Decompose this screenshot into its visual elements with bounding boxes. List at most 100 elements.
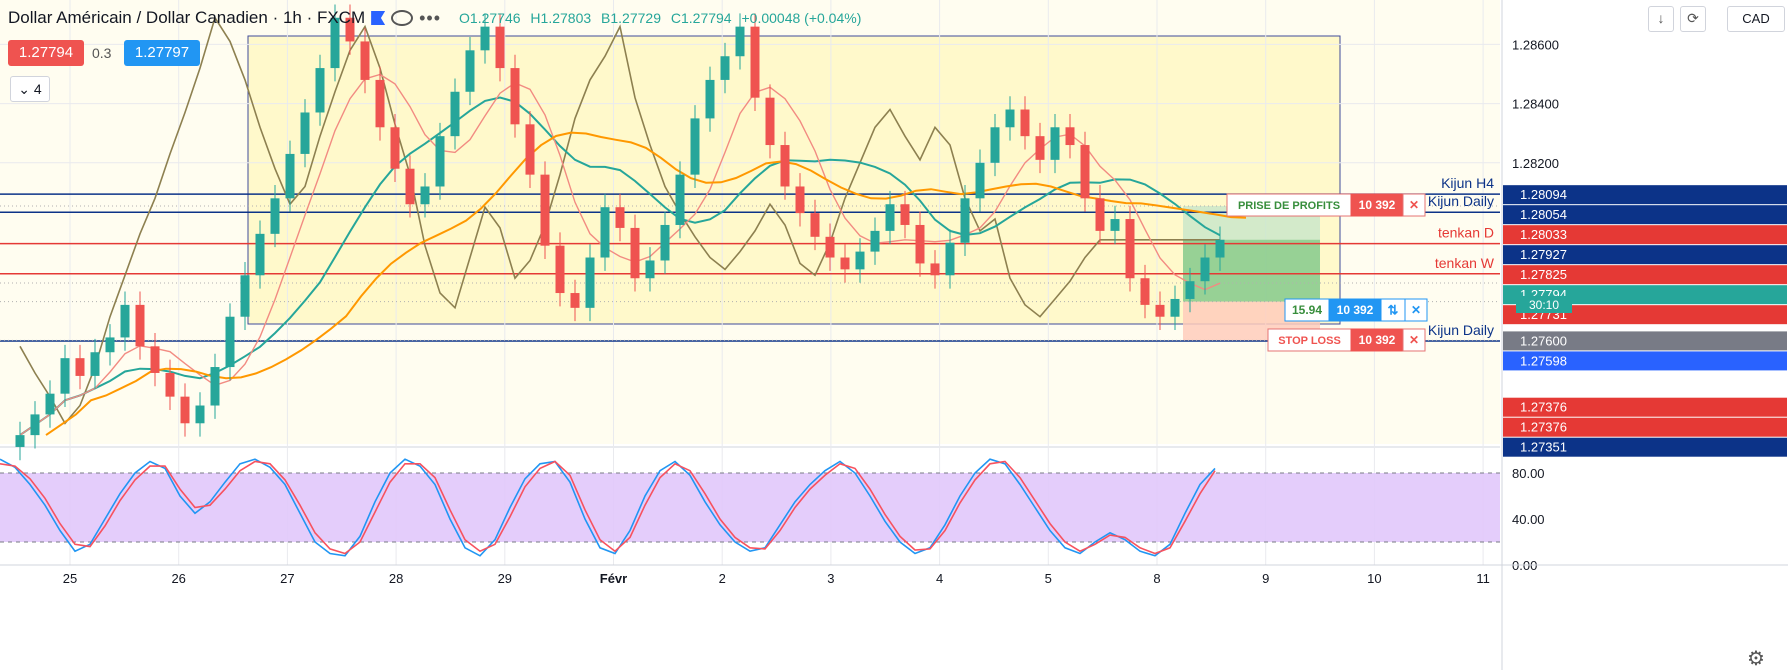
candle-body — [555, 245, 565, 294]
level-label: tenkan W — [1435, 255, 1495, 271]
indicators-collapse-button[interactable]: ⌄ 4 — [10, 76, 50, 102]
candle-body — [180, 396, 190, 424]
scroll-down-icon[interactable]: ↓ — [1648, 6, 1674, 32]
time-tick-label: Févr — [600, 571, 627, 586]
candle-body — [675, 174, 685, 225]
stop-loss-close-text: ✕ — [1409, 333, 1419, 347]
price-tag-box — [1503, 331, 1787, 351]
price-tag-text: 1.27927 — [1520, 247, 1567, 262]
candle-body — [375, 79, 385, 128]
price-tag-box — [1503, 185, 1787, 205]
time-tick-label: 28 — [389, 571, 403, 586]
indicator-count: 4 — [33, 81, 42, 97]
candle-body — [1200, 257, 1210, 282]
candle-body — [285, 153, 295, 199]
candle-body — [225, 316, 235, 368]
candle-body — [1215, 239, 1225, 258]
price-tag-box — [1503, 225, 1787, 245]
time-tick-label: 2 — [719, 571, 726, 586]
take-profit-label-text: PRISE DE PROFITS — [1238, 200, 1340, 212]
high-value: H1.27803 — [530, 10, 592, 26]
time-tick-label: 8 — [1153, 571, 1160, 586]
chikou-line — [19, 15, 1220, 425]
candle-body — [165, 372, 175, 397]
candle-body — [930, 263, 940, 276]
take-profit-qty-text: 10 392 — [1359, 198, 1396, 212]
candle-body — [465, 50, 475, 92]
candle-body — [1020, 109, 1030, 137]
candle-body — [1140, 278, 1150, 305]
time-tick-label: 9 — [1262, 571, 1269, 586]
price-tag-text: 1.27600 — [1520, 333, 1567, 348]
eye-icon[interactable] — [391, 10, 414, 26]
price-tag-text: 1.27598 — [1520, 353, 1567, 368]
candle-body — [1170, 298, 1180, 317]
candle-body — [360, 41, 370, 80]
candle-body — [735, 26, 745, 57]
candle-body — [1005, 109, 1015, 128]
candle-body — [900, 204, 910, 225]
stop-loss-close-box — [1402, 328, 1426, 352]
gear-icon[interactable]: ⚙ — [1747, 648, 1765, 670]
flag-icon[interactable] — [371, 11, 386, 25]
candle-body — [990, 127, 1000, 163]
entry-close-box — [1404, 298, 1428, 322]
candle-body — [105, 337, 115, 353]
countdown-text: 30:10 — [1529, 298, 1559, 312]
time-tick-label: 27 — [280, 571, 294, 586]
stop-loss-qty-text: 10 392 — [1359, 333, 1396, 347]
range-box — [247, 35, 1341, 325]
candle-body — [915, 224, 925, 264]
senkou-line — [45, 131, 1247, 436]
time-tick-label: 3 — [827, 571, 834, 586]
price-tag-text: 1.27376 — [1520, 400, 1567, 415]
candle-body — [450, 91, 460, 137]
candle-body — [1065, 127, 1075, 146]
candle-body — [135, 304, 145, 347]
candle-body — [780, 145, 790, 187]
fullscreen-icon[interactable]: ⟳ — [1680, 6, 1706, 32]
price-tag-box — [1503, 417, 1787, 437]
candle-body — [210, 367, 220, 406]
countdown-box — [1516, 296, 1572, 313]
buy-button[interactable]: 1.27797 — [124, 40, 200, 66]
candle-body — [15, 435, 25, 447]
spread-value: 0.3 — [92, 45, 112, 61]
candle-body — [405, 168, 415, 205]
time-tick-label: 5 — [1045, 571, 1052, 586]
currency-selector[interactable]: CAD — [1727, 6, 1785, 32]
price-tick-label: 1.28400 — [1512, 97, 1559, 112]
level-label: Kijun Daily — [1428, 322, 1494, 338]
take-profit-close-box — [1402, 193, 1426, 217]
price-tag-box — [1503, 245, 1787, 265]
candle-body — [765, 97, 775, 146]
time-tick-label: 4 — [936, 571, 943, 586]
candle-body — [855, 251, 865, 270]
candle-body — [645, 260, 655, 279]
candle-body — [255, 233, 265, 276]
kijun-line — [19, 96, 1221, 436]
price-tag-box — [1503, 265, 1787, 285]
tenkan-line — [19, 73, 1221, 436]
close-value: C1.27794 — [670, 10, 732, 26]
candle-body — [750, 26, 760, 98]
sell-button[interactable]: 1.27794 — [8, 40, 84, 66]
candle-body — [540, 174, 550, 246]
change-value: +0.00048 (+0.04%) — [741, 10, 862, 26]
symbol-title[interactable]: Dollar Américain / Dollar Canadien · 1h … — [8, 8, 366, 27]
legend-header: Dollar Américain / Dollar Canadien · 1h … — [0, 0, 867, 36]
candle-body — [630, 227, 640, 279]
candle-body — [825, 236, 835, 258]
price-tag-text: 1.27376 — [1520, 420, 1567, 435]
more-icon[interactable]: ••• — [419, 7, 442, 28]
candle-body — [795, 186, 805, 214]
candle-body — [1125, 219, 1135, 279]
candle-body — [30, 414, 40, 436]
candle-body — [60, 358, 70, 394]
candle-body — [960, 198, 970, 243]
candle-body — [195, 405, 205, 424]
candle-body — [525, 124, 535, 175]
candle-body — [330, 17, 340, 69]
